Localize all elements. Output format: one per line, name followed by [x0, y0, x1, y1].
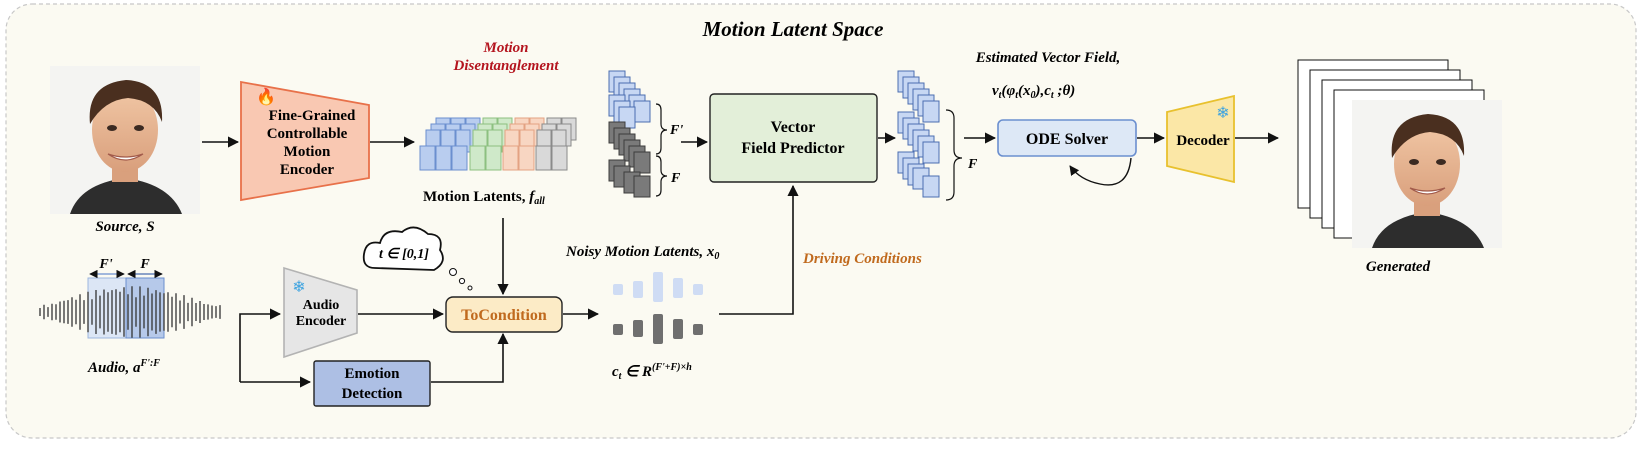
tocondition-label: ToCondition	[461, 307, 547, 324]
diagram-title: Motion Latent Space	[702, 17, 884, 41]
emotion-detection-block	[313, 360, 431, 407]
snowflake-icon: ❄	[1216, 105, 1229, 122]
ode-solver-block	[997, 119, 1137, 157]
encoder-line-1: Fine-Grained	[269, 108, 356, 124]
thought-dot-2	[458, 277, 466, 285]
latent-stack-output	[897, 70, 940, 198]
stack-label-f-prime: F'	[669, 123, 683, 138]
audio-snowflake-icon: ❄	[292, 279, 305, 296]
encoder-line-4: Encoder	[280, 162, 335, 178]
audio-waveform	[39, 286, 221, 338]
noisy-condition-bars	[613, 272, 703, 344]
disentangle-line-2: Disentanglement	[452, 58, 559, 74]
encoder-line-3: Motion	[284, 144, 331, 160]
audio-encoder-line-2: Encoder	[296, 314, 347, 329]
estimated-formula: vt(φt(x0),ct ;θ)	[992, 83, 1075, 101]
output-stack-label: F	[967, 157, 978, 172]
vfp-line-1: Vector	[771, 119, 816, 136]
brace-output-f	[945, 109, 963, 201]
audio-encoder-line-1: Audio	[303, 298, 340, 313]
generated-label: Generated	[1366, 259, 1431, 275]
source-face-image	[49, 65, 201, 215]
flame-icon: 🔥	[256, 87, 276, 106]
thought-dot-3	[467, 285, 473, 291]
audio-label: Audio, aF':F	[87, 358, 160, 376]
stack-label-f: F	[670, 171, 681, 186]
arrow-emotion-tocondition	[431, 332, 509, 383]
arrow-audio-encoder	[239, 308, 282, 382]
cloud-icon	[362, 226, 444, 271]
motion-encoder-block	[240, 80, 370, 202]
ode-label: ODE Solver	[1026, 131, 1108, 148]
audio-f-label: F	[139, 257, 150, 272]
motion-latents-grid	[419, 117, 577, 171]
emotion-line-1: Emotion	[344, 366, 400, 382]
brace-f-prime	[655, 103, 668, 155]
thought-dot-1	[449, 268, 457, 276]
ct-label: ct ∈ R(F'+F)×h	[612, 362, 692, 382]
motion-latents-label: Motion Latents, fall	[423, 189, 545, 207]
tocondition-block	[445, 296, 563, 333]
cloud-label: t ∈ [0,1]	[379, 247, 429, 262]
brace-f	[655, 155, 668, 197]
latent-stack-input	[608, 70, 651, 198]
audio-encoder-block	[283, 266, 358, 359]
decoder-block	[1166, 94, 1235, 184]
ode-loop-arrow	[1069, 157, 1132, 186]
source-label: Source, S	[95, 219, 154, 235]
vector-field-predictor-block	[709, 93, 878, 183]
noisy-label: Noisy Motion Latents, x0	[565, 244, 719, 262]
disentangle-line-1: Motion	[482, 40, 528, 56]
emotion-line-2: Detection	[342, 386, 403, 402]
vfp-line-2: Field Predictor	[741, 140, 844, 157]
generated-frames	[1297, 59, 1503, 249]
arrow-noisy-vfp	[719, 184, 799, 315]
decoder-label: Decoder	[1176, 133, 1230, 149]
estimated-title: Estimated Vector Field,	[975, 50, 1121, 66]
encoder-line-2: Controllable	[267, 126, 348, 142]
driving-conditions-label: Driving Conditions	[802, 251, 922, 267]
audio-f-prime-label: F'	[98, 257, 112, 272]
